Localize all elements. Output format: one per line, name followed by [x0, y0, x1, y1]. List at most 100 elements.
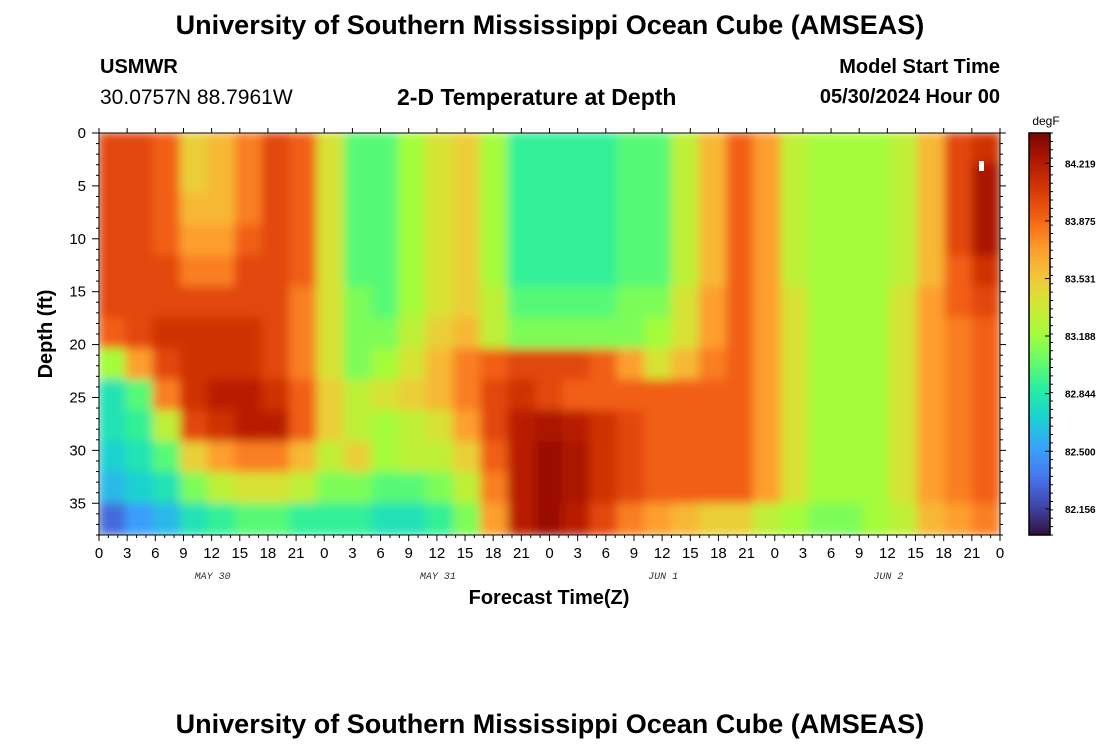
colorbar-tick-label: 84.219 — [1065, 159, 1096, 170]
x-tick-label: 9 — [179, 545, 187, 562]
heatmap-cell — [507, 410, 537, 444]
heatmap-cell — [507, 162, 537, 196]
heatmap-cell — [944, 379, 974, 413]
heatmap-cell — [289, 503, 319, 535]
heatmap-cell — [316, 503, 346, 535]
heatmap-cell — [644, 224, 674, 258]
heatmap-cell — [289, 133, 319, 165]
heatmap-cell — [99, 193, 128, 227]
heatmap-cell — [725, 379, 756, 413]
heatmap-cell — [125, 133, 155, 165]
heatmap-cell — [971, 441, 1000, 475]
heatmap-cell — [316, 193, 346, 227]
heatmap-cell — [371, 255, 401, 289]
heatmap-cell — [398, 133, 428, 165]
x-tick-label: 9 — [630, 545, 638, 562]
heatmap-cell — [835, 410, 865, 444]
heatmap-cell — [889, 472, 920, 506]
heatmap-cell — [99, 286, 128, 320]
heatmap-cell — [480, 472, 510, 506]
heatmap-cell — [698, 162, 728, 196]
heatmap-cell — [534, 472, 565, 506]
heatmap-cell — [452, 162, 483, 196]
heatmap-cell — [534, 133, 565, 165]
heatmap-cell — [398, 348, 428, 382]
heatmap-cell — [698, 255, 728, 289]
footer-title: University of Southern Mississippi Ocean… — [175, 709, 925, 739]
heatmap-cell — [207, 410, 237, 444]
heatmap-cell — [862, 441, 892, 475]
heatmap-cell — [371, 348, 401, 382]
heatmap-cell — [316, 379, 346, 413]
heatmap-cell — [371, 162, 401, 196]
heatmap-cell — [343, 410, 374, 444]
x-tick-label: 21 — [513, 545, 530, 562]
heatmap-cell — [944, 441, 974, 475]
heatmap-cell — [780, 162, 810, 196]
heatmap-cell — [507, 317, 537, 351]
heatmap-cell — [835, 133, 865, 165]
heatmap-cell — [179, 379, 210, 413]
x-tick-label: 0 — [95, 545, 103, 562]
heatmap-cell — [616, 162, 647, 196]
x-tick-label: 18 — [710, 545, 727, 562]
heatmap-cell — [289, 379, 319, 413]
heatmap-cell — [917, 193, 947, 227]
heatmap-cell — [207, 286, 237, 320]
heatmap-cell — [835, 441, 865, 475]
heatmap-cell — [99, 133, 128, 165]
heatmap-cell — [316, 348, 346, 382]
heatmap-cell — [835, 224, 865, 258]
heatmap-cell — [534, 317, 565, 351]
x-tick-label: 0 — [545, 545, 553, 562]
heatmap-cell — [207, 224, 237, 258]
heatmap-cell — [452, 317, 483, 351]
heatmap-cell — [234, 379, 264, 413]
heatmap-cell — [534, 224, 565, 258]
heatmap-cell — [725, 286, 756, 320]
x-tick-label: 9 — [405, 545, 413, 562]
heatmap-cell — [261, 441, 292, 475]
heatmap-cell — [398, 503, 428, 535]
day-label: JUN 2 — [873, 572, 903, 583]
heatmap-cell — [616, 133, 647, 165]
heatmap-cell — [889, 162, 920, 196]
heatmap-cell — [261, 286, 292, 320]
day-label: MAY 31 — [420, 572, 456, 583]
heatmap-cell — [452, 348, 483, 382]
heatmap-cell — [889, 255, 920, 289]
heatmap-cell — [425, 317, 455, 351]
heatmap-cell — [971, 193, 1000, 227]
heatmap-cell — [753, 410, 783, 444]
heatmap-cell — [671, 503, 701, 535]
heatmap-cell — [562, 348, 592, 382]
heatmap-cell — [371, 193, 401, 227]
heatmap-cell — [480, 441, 510, 475]
heatmap-cell — [725, 410, 756, 444]
colorbar-tick-label: 83.188 — [1065, 332, 1096, 343]
heatmap-cell — [152, 441, 182, 475]
heatmap-cell — [725, 162, 756, 196]
heatmap-cell — [671, 224, 701, 258]
heatmap-cell — [452, 410, 483, 444]
heatmap-cell — [725, 133, 756, 165]
heatmap-cell — [780, 317, 810, 351]
heatmap-cell — [944, 317, 974, 351]
heatmap-cell — [917, 133, 947, 165]
heatmap-cell — [152, 348, 182, 382]
heatmap-cell — [671, 441, 701, 475]
heatmap-cell — [343, 133, 374, 165]
heatmap-cell — [371, 503, 401, 535]
station-coordinates: 30.0757N 88.7961W — [100, 86, 293, 109]
heatmap-cell — [125, 224, 155, 258]
heatmap-cell — [480, 317, 510, 351]
y-tick-label: 10 — [69, 231, 86, 248]
heatmap-cell — [889, 503, 920, 535]
heatmap-cell — [152, 255, 182, 289]
heatmap-cell — [589, 224, 619, 258]
heatmap-cell — [971, 224, 1000, 258]
heatmap-cell — [425, 441, 455, 475]
heatmap-cell — [562, 255, 592, 289]
heatmap-cell — [698, 193, 728, 227]
